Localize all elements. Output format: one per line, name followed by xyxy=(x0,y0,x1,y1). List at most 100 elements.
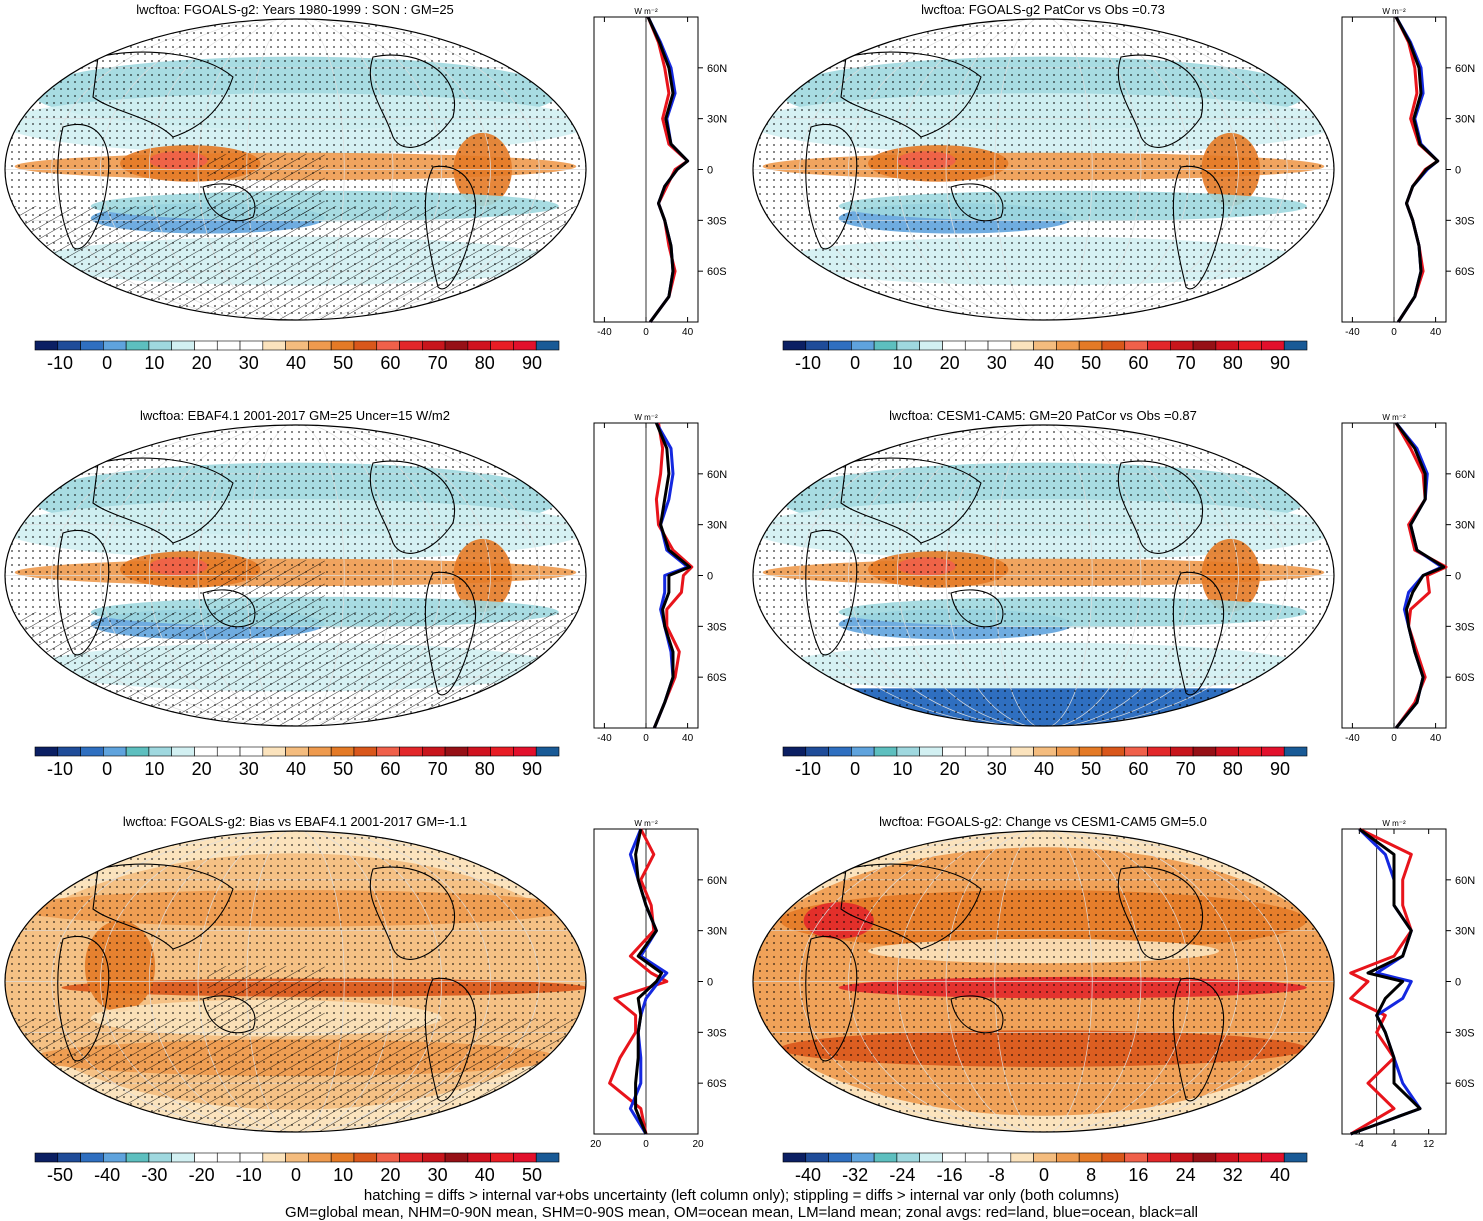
colorbar-swatch xyxy=(490,340,514,351)
coastline-1 xyxy=(805,935,858,1062)
colorbar-swatch xyxy=(1147,340,1171,351)
colorbar-swatch xyxy=(828,1152,852,1163)
coastline-4 xyxy=(424,977,477,1102)
colorbar-swatch xyxy=(262,340,286,351)
lat-tick-label: 60N xyxy=(707,469,727,481)
zonal-tick-label: 40 xyxy=(682,733,694,744)
colorbar-swatch xyxy=(148,746,172,757)
colorbar-swatch xyxy=(1078,1152,1103,1163)
colorbar-swatch xyxy=(513,746,537,757)
colorbar-swatch xyxy=(1101,340,1126,351)
colorbar-swatch xyxy=(805,1152,829,1163)
coastline-4 xyxy=(1172,165,1225,290)
colorbar-label: -8 xyxy=(988,1165,1005,1185)
zonal-tick-label: -40 xyxy=(597,733,612,744)
coastline-2 xyxy=(950,183,1004,222)
colorbar-swatch xyxy=(1078,340,1103,351)
world-map xyxy=(4,830,587,1133)
zonal-mean-plot: W m⁻² 60N 30N 0 30S 60S -40 0 40 xyxy=(1341,413,1475,744)
coastline-0 xyxy=(92,51,234,138)
colorbar-label: 90 xyxy=(1269,353,1291,373)
colorbar-swatch xyxy=(399,340,423,351)
colorbar-label: 50 xyxy=(1081,759,1102,779)
colorbar-swatch xyxy=(34,746,59,757)
colorbar-swatch xyxy=(103,340,127,351)
zonal-line-land xyxy=(608,828,669,1135)
colorbar-label: 60 xyxy=(380,353,401,373)
coastline-2 xyxy=(202,183,256,222)
colorbar-label: -40 xyxy=(94,1165,121,1185)
coastline-0 xyxy=(92,457,234,544)
zonal-tick-label: 20 xyxy=(692,1139,704,1150)
colorbar-label: 0 xyxy=(290,1165,301,1185)
colorbar-swatch xyxy=(285,746,309,757)
panel-p6: lwcftoa: FGOALS-g2: Change vs CESM1-CAM5… xyxy=(748,812,1483,1212)
colorbar-swatch xyxy=(57,1152,81,1163)
colorbar-label: 50 xyxy=(521,1165,543,1185)
colorbar-label: 30 xyxy=(986,759,1007,779)
colorbar-label: 24 xyxy=(1175,1165,1196,1185)
colorbar-swatch xyxy=(1010,340,1034,351)
colorbar-label: 0 xyxy=(1038,1165,1049,1185)
colorbar-swatch xyxy=(1283,340,1308,351)
zonal-line-land xyxy=(1349,827,1413,1136)
colorbar-swatch xyxy=(535,746,560,757)
colorbar-label: -16 xyxy=(936,1165,963,1185)
colorbar-label: 32 xyxy=(1222,1165,1243,1185)
colorbar-swatch xyxy=(1192,1152,1217,1163)
colorbar-swatch xyxy=(1261,746,1285,757)
zonal-tick-label: -20 xyxy=(590,1139,602,1150)
coastline-1 xyxy=(57,529,110,656)
colorbar-swatch xyxy=(782,746,807,757)
panel-p3: lwcftoa: EBAF4.1 2001-2017 GM=25 Uncer=1… xyxy=(0,406,735,806)
colorbar-label: 40 xyxy=(285,759,307,779)
colorbar-swatch xyxy=(1170,746,1194,757)
colorbar-swatch xyxy=(171,340,195,351)
colorbar xyxy=(34,340,560,351)
colorbar-swatch xyxy=(353,1152,378,1163)
colorbar-swatch xyxy=(1078,746,1103,757)
colorbar-swatch xyxy=(467,1152,491,1163)
lat-tick-label: 0 xyxy=(1455,977,1461,989)
zonal-line-land xyxy=(652,422,694,729)
colorbar-swatch xyxy=(330,340,355,351)
colorbar-label: 20 xyxy=(939,759,960,779)
colorbar-swatch xyxy=(422,1152,446,1163)
colorbar-swatch xyxy=(1192,746,1217,757)
colorbar-swatch xyxy=(285,340,309,351)
colorbar-label: 40 xyxy=(1033,759,1055,779)
colorbar-swatch xyxy=(1283,746,1308,757)
colorbar xyxy=(34,1152,560,1163)
world-map xyxy=(4,424,587,727)
colorbar-swatch xyxy=(467,746,491,757)
colorbar-swatch xyxy=(828,746,852,757)
coastline-4 xyxy=(1172,977,1225,1102)
zonal-tick-label: 0 xyxy=(643,1139,649,1150)
zonal-tick-label: -40 xyxy=(1345,327,1360,338)
lat-tick-label: 60S xyxy=(707,266,727,278)
lat-tick-label: 60N xyxy=(707,875,727,887)
zonal-line-all xyxy=(634,828,664,1135)
colorbar-swatch xyxy=(805,746,829,757)
zonal-tick-label: 0 xyxy=(1391,327,1397,338)
colorbar-label: 80 xyxy=(1222,759,1243,779)
zonal-mean-plot: W m⁻² 60N 30N 0 30S 60S -40 0 40 xyxy=(593,413,727,744)
colorbar-swatch xyxy=(422,746,446,757)
panel-title: lwcftoa: EBAF4.1 2001-2017 GM=25 Uncer=1… xyxy=(140,408,450,423)
colorbar-swatch xyxy=(513,1152,537,1163)
lat-tick-label: 30S xyxy=(1455,1027,1475,1039)
colorbar-swatch xyxy=(1056,1152,1080,1163)
colorbar xyxy=(34,746,560,757)
lat-tick-label: 30N xyxy=(1455,520,1475,532)
colorbar-label: -10 xyxy=(46,353,73,373)
colorbar-swatch xyxy=(1215,746,1239,757)
zonal-unit-label: W m⁻² xyxy=(634,413,658,422)
colorbar-swatch xyxy=(828,340,852,351)
colorbar-label: 30 xyxy=(238,353,259,373)
world-map xyxy=(752,424,1335,727)
zonal-tick-label: -4 xyxy=(1355,1139,1364,1150)
colorbar-swatch xyxy=(851,746,875,757)
colorbar-swatch xyxy=(1147,1152,1171,1163)
colorbar-label: -32 xyxy=(842,1165,869,1185)
colorbar-swatch xyxy=(964,746,989,757)
